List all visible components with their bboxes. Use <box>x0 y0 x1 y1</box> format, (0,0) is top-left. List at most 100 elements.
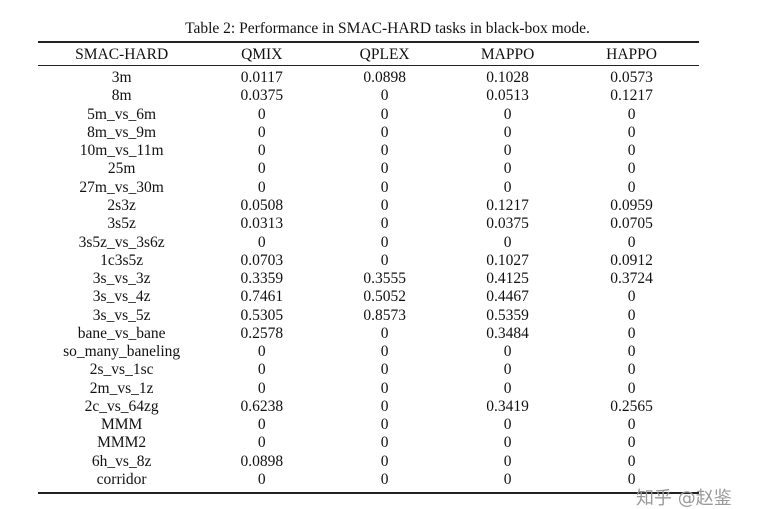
happo-cell: 0.0912 <box>610 251 653 269</box>
table-row: so_many_baneling 0 0 0 0 <box>38 343 699 361</box>
mappo-cell: 0 <box>503 233 512 251</box>
table-body: 3m 0.0117 0.0898 0.1028 0.0573 8m 0.0375 0 0.051… <box>38 66 699 494</box>
qmix-cell: 0 <box>257 416 266 434</box>
qmix-cell: 0 <box>257 123 266 141</box>
happo-cell: 0 <box>627 105 636 123</box>
task-cell: bane_vs_bane <box>77 324 166 342</box>
happo-cell: 0 <box>627 452 636 470</box>
watermark: 知乎 @赵鉴 <box>636 488 732 509</box>
qplex-cell: 0.0898 <box>363 69 406 87</box>
table-row: 3s5z 0.0313 0 0.0375 0.0705 <box>38 215 699 233</box>
qmix-cell: 0 <box>257 361 266 379</box>
happo-cell: 0 <box>627 178 636 196</box>
happo-cell: 0 <box>627 434 636 452</box>
column-header-mappo: MAPPO <box>480 45 535 63</box>
qmix-cell: 0 <box>257 160 266 178</box>
qmix-cell: 0.7461 <box>240 288 284 306</box>
table-row: 3s_vs_5z 0.5305 0.8573 0.5359 0 <box>38 306 699 324</box>
mappo-cell: 0 <box>503 343 512 361</box>
table-row: 6h_vs_8z 0.0898 0 0 0 <box>38 453 699 471</box>
mappo-cell: 0 <box>503 142 512 160</box>
task-cell: 3s5z <box>107 215 136 233</box>
qplex-cell: 0 <box>380 178 389 196</box>
task-cell: 8m_vs_9m <box>87 123 157 141</box>
mappo-cell: 0.4467 <box>486 288 529 306</box>
happo-cell: 0.0573 <box>610 69 653 87</box>
table-row: 3s_vs_3z 0.3359 0.3555 0.4125 0.3724 <box>38 270 699 288</box>
mappo-cell: 0 <box>503 123 512 141</box>
mappo-cell: 0 <box>503 160 512 178</box>
happo-cell: 0.2565 <box>610 397 653 415</box>
qplex-cell: 0 <box>380 416 389 434</box>
happo-cell: 0 <box>627 233 636 251</box>
qmix-cell: 0 <box>257 233 266 251</box>
task-cell: 3m <box>111 69 132 87</box>
table-row: MMM 0 0 0 0 <box>38 416 699 434</box>
qmix-cell: 0.0508 <box>240 196 284 214</box>
task-cell: MMM <box>100 416 143 434</box>
table-row: 8m 0.0375 0 0.0513 0.1217 <box>38 87 699 105</box>
qplex-cell: 0 <box>380 452 389 470</box>
qmix-cell: 0.0375 <box>240 87 284 105</box>
mappo-cell: 0 <box>503 434 512 452</box>
qplex-cell: 0 <box>380 105 389 123</box>
table-row: 2s_vs_1sc 0 0 0 0 <box>38 361 699 379</box>
table-row: MMM2 0 0 0 0 <box>38 434 699 452</box>
qplex-cell: 0 <box>380 251 389 269</box>
table-row: 27m_vs_30m 0 0 0 0 <box>38 179 699 197</box>
qplex-cell: 0 <box>380 215 389 233</box>
qmix-cell: 0.0313 <box>240 215 284 233</box>
table-row: 10m_vs_11m 0 0 0 0 <box>38 142 699 160</box>
table-caption: Table 2: Performance in SMAC-HARD tasks … <box>185 20 590 37</box>
qmix-cell: 0 <box>257 142 266 160</box>
table-row: corridor 0 0 0 0 <box>38 470 699 494</box>
task-cell: 6h_vs_8z <box>91 452 152 470</box>
task-cell: 3s_vs_3z <box>92 270 151 288</box>
qmix-cell: 0.0117 <box>240 69 283 87</box>
happo-cell: 0.3724 <box>610 270 653 288</box>
happo-cell: 0 <box>627 288 636 306</box>
happo-cell: 0 <box>627 306 636 324</box>
task-cell: 2m_vs_1z <box>89 379 154 397</box>
mappo-cell: 0.3419 <box>486 397 529 415</box>
table-row: 3s_vs_4z 0.7461 0.5052 0.4467 0 <box>38 288 699 306</box>
mappo-cell: 0 <box>503 416 512 434</box>
qmix-cell: 0 <box>257 105 266 123</box>
table-row: 3s5z_vs_3s6z 0 0 0 0 <box>38 233 699 251</box>
happo-cell: 0 <box>627 160 636 178</box>
qplex-cell: 0 <box>380 160 389 178</box>
qmix-cell: 0 <box>257 343 266 361</box>
qplex-cell: 0 <box>380 324 389 342</box>
task-cell: 3s_vs_5z <box>92 306 151 324</box>
column-header-task: SMAC-HARD <box>75 45 169 63</box>
task-cell: corridor <box>96 470 147 488</box>
task-cell: so_many_baneling <box>63 343 181 361</box>
happo-cell: 0 <box>627 416 636 434</box>
happo-cell: 0.0959 <box>610 196 653 214</box>
qplex-cell: 0 <box>380 87 389 105</box>
mappo-cell: 0.3484 <box>486 324 529 342</box>
mappo-cell: 0.1217 <box>486 196 529 214</box>
column-header-qmix: QMIX <box>241 45 283 63</box>
task-cell: 10m_vs_11m <box>79 142 164 160</box>
qplex-cell: 0 <box>380 233 389 251</box>
mappo-cell: 0 <box>503 470 512 488</box>
happo-cell: 0.0705 <box>610 215 653 233</box>
happo-cell: 0.1217 <box>610 87 653 105</box>
task-cell: 8m <box>111 87 132 105</box>
table-row: 2c_vs_64zg 0.6238 0 0.3419 0.2565 <box>38 398 699 416</box>
happo-cell: 0 <box>627 142 636 160</box>
happo-cell: 0 <box>627 379 636 397</box>
column-header-happo: HAPPO <box>606 45 657 63</box>
table-row: bane_vs_bane 0.2578 0 0.3484 0 <box>38 325 699 343</box>
qmix-cell: 0 <box>257 434 266 452</box>
task-cell: 25m <box>107 160 136 178</box>
mappo-cell: 0.0513 <box>486 87 529 105</box>
mappo-cell: 0.1027 <box>486 251 529 269</box>
mappo-cell: 0.4125 <box>486 270 529 288</box>
task-cell: 2s3z <box>107 196 136 214</box>
qplex-cell: 0 <box>380 361 389 379</box>
happo-cell: 0 <box>627 123 636 141</box>
task-cell: 2c_vs_64zg <box>84 397 159 415</box>
qplex-cell: 0 <box>380 142 389 160</box>
